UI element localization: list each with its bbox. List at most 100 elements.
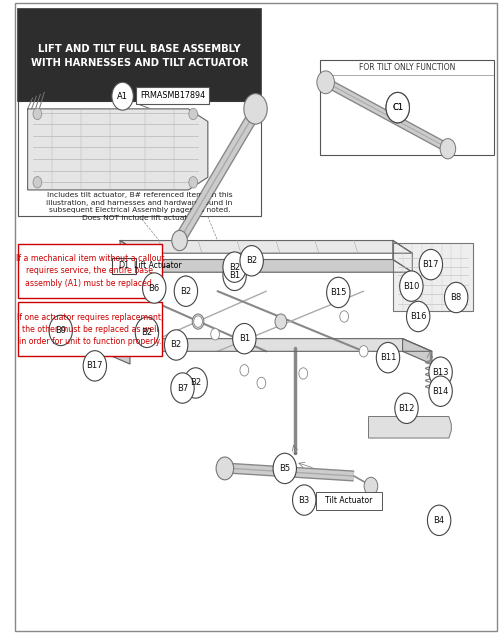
- Circle shape: [257, 377, 266, 389]
- FancyBboxPatch shape: [18, 9, 262, 101]
- Text: B3: B3: [298, 496, 310, 505]
- Circle shape: [189, 177, 198, 188]
- Text: Tilt Actuator: Tilt Actuator: [326, 496, 372, 505]
- Circle shape: [104, 323, 112, 333]
- Circle shape: [273, 453, 296, 484]
- Text: D1: D1: [118, 261, 130, 270]
- FancyBboxPatch shape: [112, 258, 136, 274]
- Circle shape: [326, 277, 350, 308]
- Circle shape: [244, 94, 267, 124]
- Text: B10: B10: [403, 282, 419, 291]
- Circle shape: [400, 271, 423, 301]
- Text: B2: B2: [246, 256, 257, 265]
- Text: Lift Actuator: Lift Actuator: [134, 261, 182, 270]
- Circle shape: [406, 301, 430, 332]
- Text: B17: B17: [86, 361, 103, 370]
- Circle shape: [364, 477, 378, 495]
- Circle shape: [386, 92, 409, 123]
- Circle shape: [429, 376, 452, 406]
- Circle shape: [174, 276, 198, 306]
- Text: B2: B2: [229, 263, 240, 272]
- Text: B14: B14: [432, 387, 449, 396]
- Text: LIFT AND TILT FULL BASE ASSEMBLY
WITH HARNESSES AND TILT ACTUATOR: LIFT AND TILT FULL BASE ASSEMBLY WITH HA…: [31, 44, 248, 68]
- Text: B1: B1: [239, 334, 250, 343]
- Circle shape: [232, 323, 256, 354]
- FancyBboxPatch shape: [393, 243, 473, 311]
- Circle shape: [386, 92, 409, 123]
- Circle shape: [360, 346, 368, 357]
- Text: B13: B13: [432, 368, 449, 377]
- Circle shape: [429, 357, 452, 387]
- Circle shape: [223, 260, 246, 291]
- Polygon shape: [393, 241, 412, 272]
- Text: B12: B12: [398, 404, 414, 413]
- Circle shape: [171, 373, 194, 403]
- FancyBboxPatch shape: [320, 60, 494, 155]
- Text: B2: B2: [142, 328, 152, 337]
- Circle shape: [376, 342, 400, 373]
- Text: If one actuator requires replacement,
the other must be replaced as well
in orde: If one actuator requires replacement, th…: [17, 313, 163, 346]
- Circle shape: [33, 108, 42, 120]
- Text: B1: B1: [229, 271, 240, 280]
- FancyBboxPatch shape: [136, 87, 210, 104]
- Circle shape: [292, 485, 316, 515]
- Text: B2: B2: [170, 341, 181, 349]
- FancyBboxPatch shape: [18, 101, 262, 216]
- Text: B11: B11: [380, 353, 396, 362]
- Polygon shape: [368, 417, 452, 438]
- Text: B6: B6: [148, 284, 160, 292]
- Circle shape: [172, 230, 188, 251]
- Circle shape: [184, 368, 208, 398]
- Text: B5: B5: [279, 464, 290, 473]
- Circle shape: [440, 139, 456, 159]
- FancyBboxPatch shape: [316, 492, 382, 510]
- Polygon shape: [402, 339, 432, 364]
- Text: B7: B7: [177, 384, 188, 392]
- Circle shape: [299, 368, 308, 379]
- Text: C1: C1: [392, 103, 404, 112]
- Circle shape: [419, 249, 442, 280]
- Circle shape: [240, 246, 264, 276]
- Text: B9: B9: [55, 326, 66, 335]
- Text: B15: B15: [330, 288, 346, 297]
- Text: FOR TILT ONLY FUNCTION: FOR TILT ONLY FUNCTION: [359, 63, 455, 72]
- Circle shape: [428, 505, 451, 536]
- Circle shape: [142, 273, 166, 303]
- Text: Includes tilt actuator, B# referenced items in this
illustration, and harnesses : Includes tilt actuator, B# referenced it…: [46, 192, 233, 221]
- Circle shape: [189, 108, 198, 120]
- Text: B16: B16: [410, 312, 426, 321]
- Circle shape: [164, 330, 188, 360]
- Circle shape: [223, 252, 246, 282]
- Circle shape: [49, 315, 72, 346]
- Circle shape: [275, 314, 286, 329]
- Polygon shape: [120, 260, 412, 272]
- Circle shape: [33, 177, 42, 188]
- Circle shape: [46, 323, 54, 333]
- Circle shape: [194, 316, 202, 327]
- FancyBboxPatch shape: [18, 244, 162, 298]
- Text: B4: B4: [434, 516, 444, 525]
- Text: B17: B17: [422, 260, 439, 269]
- Polygon shape: [100, 339, 130, 364]
- Text: A1: A1: [117, 92, 128, 101]
- Circle shape: [210, 329, 220, 340]
- Text: FRMASMB17894: FRMASMB17894: [140, 91, 205, 100]
- Polygon shape: [120, 241, 412, 253]
- Text: C1: C1: [392, 103, 404, 112]
- Circle shape: [444, 282, 468, 313]
- FancyBboxPatch shape: [18, 302, 162, 356]
- Circle shape: [136, 317, 158, 348]
- Circle shape: [216, 457, 234, 480]
- Circle shape: [395, 393, 418, 423]
- Polygon shape: [38, 316, 120, 339]
- Circle shape: [83, 351, 106, 381]
- Text: If a mechanical item without a callout
requires service, the entire base
assembl: If a mechanical item without a callout r…: [16, 254, 164, 287]
- Circle shape: [192, 314, 204, 329]
- Text: B8: B8: [450, 293, 462, 302]
- Polygon shape: [28, 109, 208, 190]
- Text: B2: B2: [180, 287, 192, 296]
- Circle shape: [317, 71, 334, 94]
- Circle shape: [240, 365, 248, 376]
- Text: B2: B2: [190, 379, 201, 387]
- Circle shape: [340, 311, 348, 322]
